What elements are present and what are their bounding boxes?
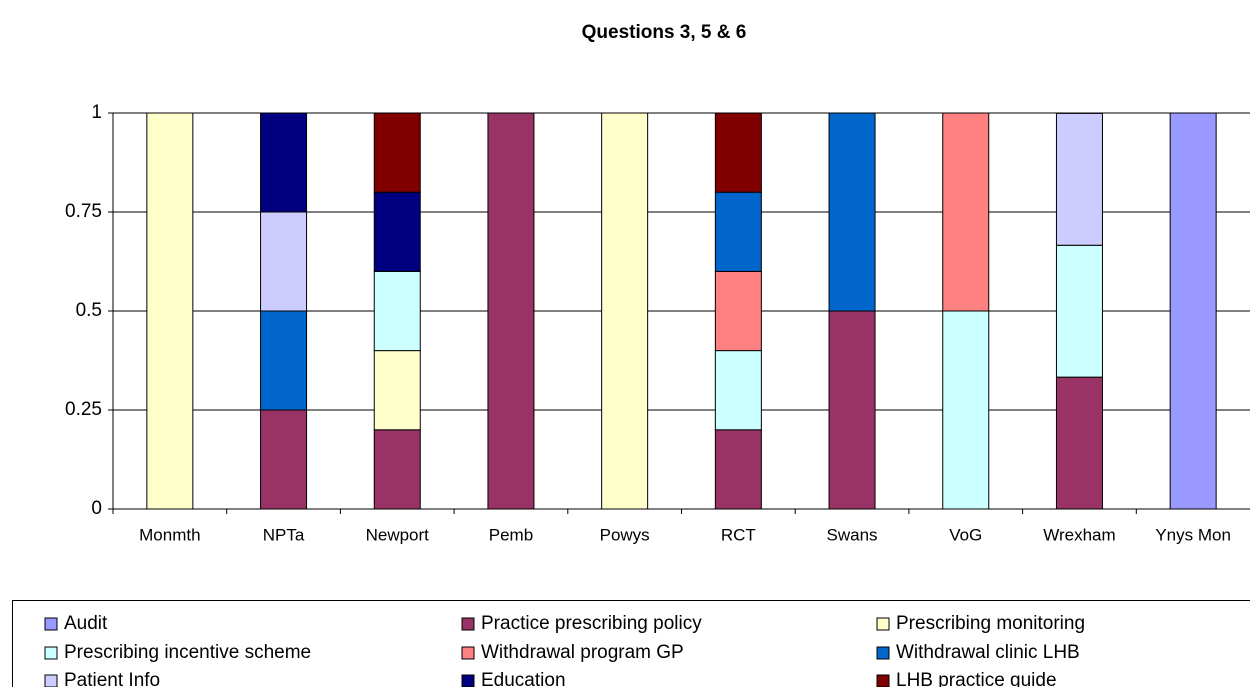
bar-segment bbox=[714, 191, 762, 272]
bar-segment bbox=[942, 310, 990, 510]
bar-segment bbox=[260, 310, 308, 411]
bar-segment bbox=[942, 112, 990, 312]
x-tick-label: Swans bbox=[827, 525, 878, 544]
legend-swatch bbox=[44, 646, 58, 660]
bar-segment bbox=[714, 270, 762, 352]
legend-swatch bbox=[876, 674, 890, 687]
legend-label: Prescribing incentive scheme bbox=[64, 642, 311, 663]
y-tick-label: 0 bbox=[91, 498, 102, 519]
bar-segment bbox=[373, 429, 421, 510]
legend-swatch bbox=[44, 674, 58, 687]
legend-swatch bbox=[876, 617, 890, 631]
x-tick-label: Newport bbox=[366, 525, 430, 544]
x-tick-label: Pemb bbox=[489, 525, 533, 544]
bar-segment bbox=[373, 350, 421, 431]
bar-segment bbox=[714, 112, 762, 193]
legend-swatch bbox=[461, 674, 475, 687]
legend-swatch bbox=[44, 617, 58, 631]
bar-segment bbox=[260, 211, 308, 312]
bar-segment bbox=[260, 409, 308, 510]
y-tick-label: 0.5 bbox=[76, 300, 102, 321]
x-tick-label: VoG bbox=[949, 525, 982, 544]
legend-swatch bbox=[461, 617, 475, 631]
bar-segment bbox=[1055, 376, 1103, 510]
y-tick-label: 0.75 bbox=[65, 201, 102, 222]
bar-segment bbox=[1169, 112, 1217, 510]
bar-segment bbox=[373, 191, 421, 272]
bar-segment bbox=[373, 112, 421, 193]
x-tick-label: RCT bbox=[721, 525, 756, 544]
legend-swatch bbox=[461, 646, 475, 660]
bar-segment bbox=[828, 310, 876, 510]
bar-segment bbox=[828, 112, 876, 312]
legend-label: Practice prescribing policy bbox=[481, 613, 702, 634]
x-tick-label: Ynys Mon bbox=[1155, 525, 1231, 544]
legend-label: Patient Info bbox=[64, 670, 160, 687]
y-tick-label: 0.25 bbox=[65, 399, 102, 420]
y-tick-label: 1 bbox=[91, 102, 102, 123]
chart-title: Questions 3, 5 & 6 bbox=[582, 22, 747, 43]
x-tick-label: Powys bbox=[600, 525, 650, 544]
bar-segment bbox=[601, 112, 649, 510]
legend-label: Audit bbox=[64, 613, 108, 634]
bar-segment bbox=[260, 112, 308, 213]
legend-box bbox=[12, 600, 1250, 687]
legend-label: Withdrawal program GP bbox=[481, 642, 684, 663]
legend-label: Prescribing monitoring bbox=[896, 613, 1085, 634]
bar-segment bbox=[1055, 112, 1103, 246]
bar-segment bbox=[487, 112, 535, 510]
x-tick-label: NPTa bbox=[263, 525, 305, 544]
x-tick-label: Wrexham bbox=[1043, 525, 1115, 544]
bar-segment bbox=[1055, 244, 1103, 378]
bar-segment bbox=[714, 350, 762, 431]
legend-label: Withdrawal clinic LHB bbox=[896, 642, 1080, 663]
bar-segment bbox=[373, 270, 421, 352]
x-tick-label: Monmth bbox=[139, 525, 200, 544]
bar-segment bbox=[146, 112, 194, 510]
legend-label: Education bbox=[481, 670, 566, 687]
legend-swatch bbox=[876, 646, 890, 660]
legend-label: LHB practice guide bbox=[896, 670, 1057, 687]
bar-segment bbox=[714, 429, 762, 510]
